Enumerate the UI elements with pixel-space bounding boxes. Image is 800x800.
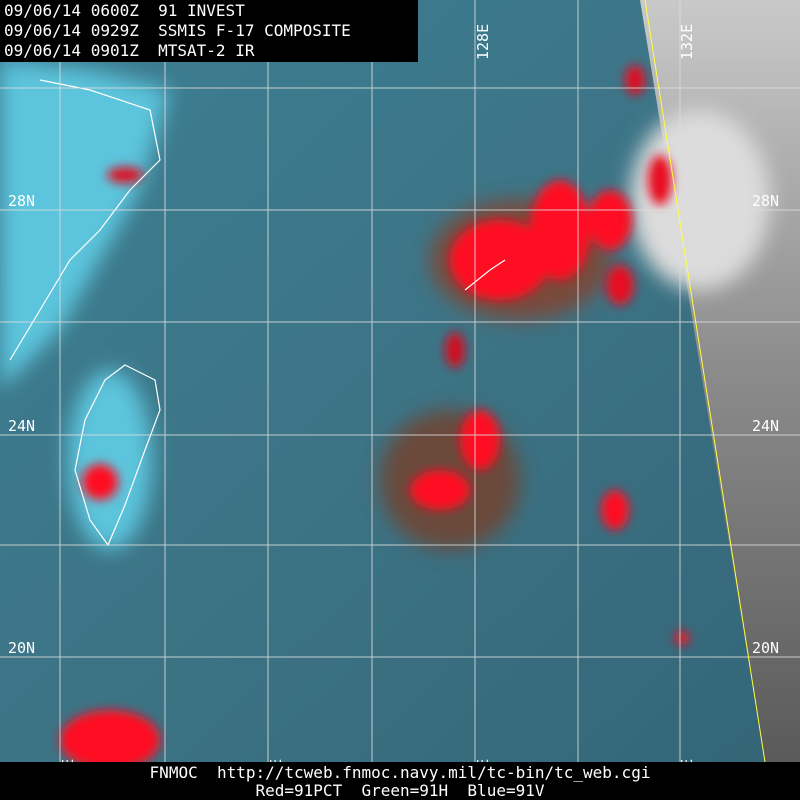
header-box bbox=[0, 0, 418, 62]
lon-label: 132E bbox=[678, 24, 696, 60]
swath-edge bbox=[644, 0, 766, 762]
header-line: 09/06/14 0600Z 91 INVEST bbox=[4, 1, 245, 20]
grid-lines bbox=[0, 0, 800, 762]
footer-line: Red=91PCT Green=91H Blue=91V bbox=[256, 781, 545, 800]
lon-label: 120E bbox=[59, 759, 77, 795]
lat-label: 28N bbox=[752, 192, 779, 210]
lat-label: 28N bbox=[8, 192, 35, 210]
lat-label: 20N bbox=[752, 639, 779, 657]
lat-label: 20N bbox=[8, 639, 35, 657]
lon-label: 124E bbox=[267, 759, 285, 795]
lon-label: 132E bbox=[678, 759, 696, 795]
lon-label: 128E bbox=[474, 24, 492, 60]
lat-label: 24N bbox=[8, 417, 35, 435]
lat-label: 24N bbox=[752, 417, 779, 435]
header-line: 09/06/14 0929Z SSMIS F-17 COMPOSITE bbox=[4, 21, 351, 40]
lon-label: 128E bbox=[474, 759, 492, 795]
header-line: 09/06/14 0901Z MTSAT-2 IR bbox=[4, 41, 255, 60]
footer-line: FNMOC http://tcweb.fnmoc.navy.mil/tc-bin… bbox=[150, 763, 651, 782]
